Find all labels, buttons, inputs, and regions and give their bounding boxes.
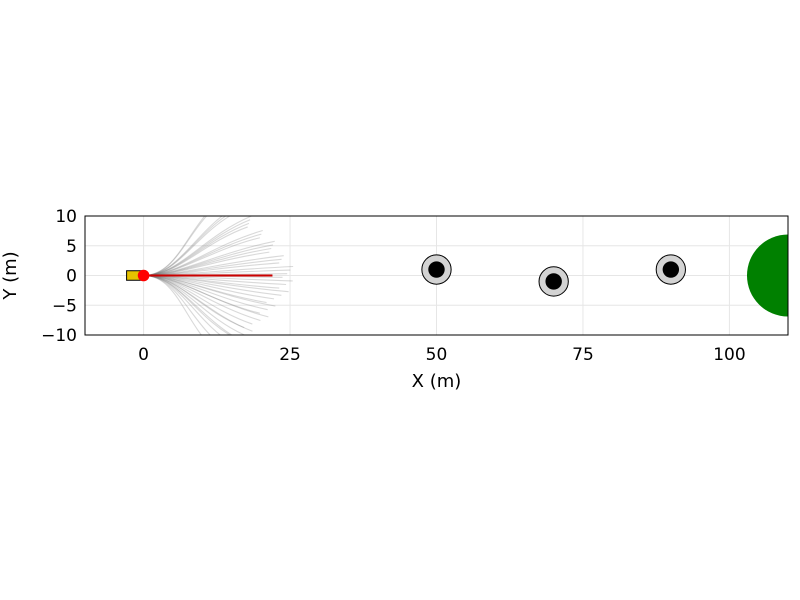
clipped-data — [126, 216, 788, 335]
candidate-path — [143, 274, 222, 335]
obstacle-core — [545, 273, 562, 290]
candidate-path — [143, 274, 245, 335]
obstacle-core — [662, 261, 680, 278]
y-axis-label: Y (m) — [0, 251, 21, 300]
plot-frame — [84, 215, 789, 336]
candidate-path — [143, 274, 211, 335]
goal-region — [747, 234, 788, 317]
candidate-path — [143, 222, 250, 277]
y-tick-label: −5 — [52, 296, 77, 316]
candidate-path — [143, 216, 224, 277]
candidate-path — [143, 216, 227, 277]
candidate-path — [143, 274, 253, 332]
x-tick-label: 0 — [138, 345, 149, 365]
y-tick-label: 10 — [55, 207, 77, 227]
candidate-path — [143, 216, 208, 277]
candidate-path — [143, 233, 262, 277]
candidate-path — [143, 274, 261, 321]
vehicle-front-marker — [137, 269, 150, 282]
plot-area — [126, 216, 788, 335]
x-axis-label: X (m) — [412, 371, 462, 392]
x-tick-label: 50 — [426, 345, 448, 365]
y-tick-label: −10 — [41, 326, 77, 346]
candidate-path — [143, 226, 248, 277]
y-tick-label: 5 — [66, 237, 77, 257]
x-tick-label: 100 — [713, 345, 745, 365]
x-tick-label: 75 — [572, 345, 594, 365]
candidate-path — [143, 274, 245, 329]
candidate-path — [143, 274, 269, 318]
candidate-path — [143, 216, 252, 277]
tick-labels: 0 25 50 75 100 −10 −5 0 5 10 — [41, 207, 746, 365]
candidate-path — [143, 274, 203, 335]
y-tick-label: 0 — [66, 267, 77, 287]
candidate-path — [143, 216, 232, 277]
candidate-path — [143, 274, 232, 335]
obstacle-core — [428, 261, 445, 278]
candidate-path — [143, 274, 253, 325]
candidate-path — [143, 230, 263, 277]
candidate-path — [143, 216, 206, 277]
x-tick-label: 25 — [279, 345, 301, 365]
candidate-path — [143, 219, 251, 277]
candidate-path — [143, 274, 233, 335]
